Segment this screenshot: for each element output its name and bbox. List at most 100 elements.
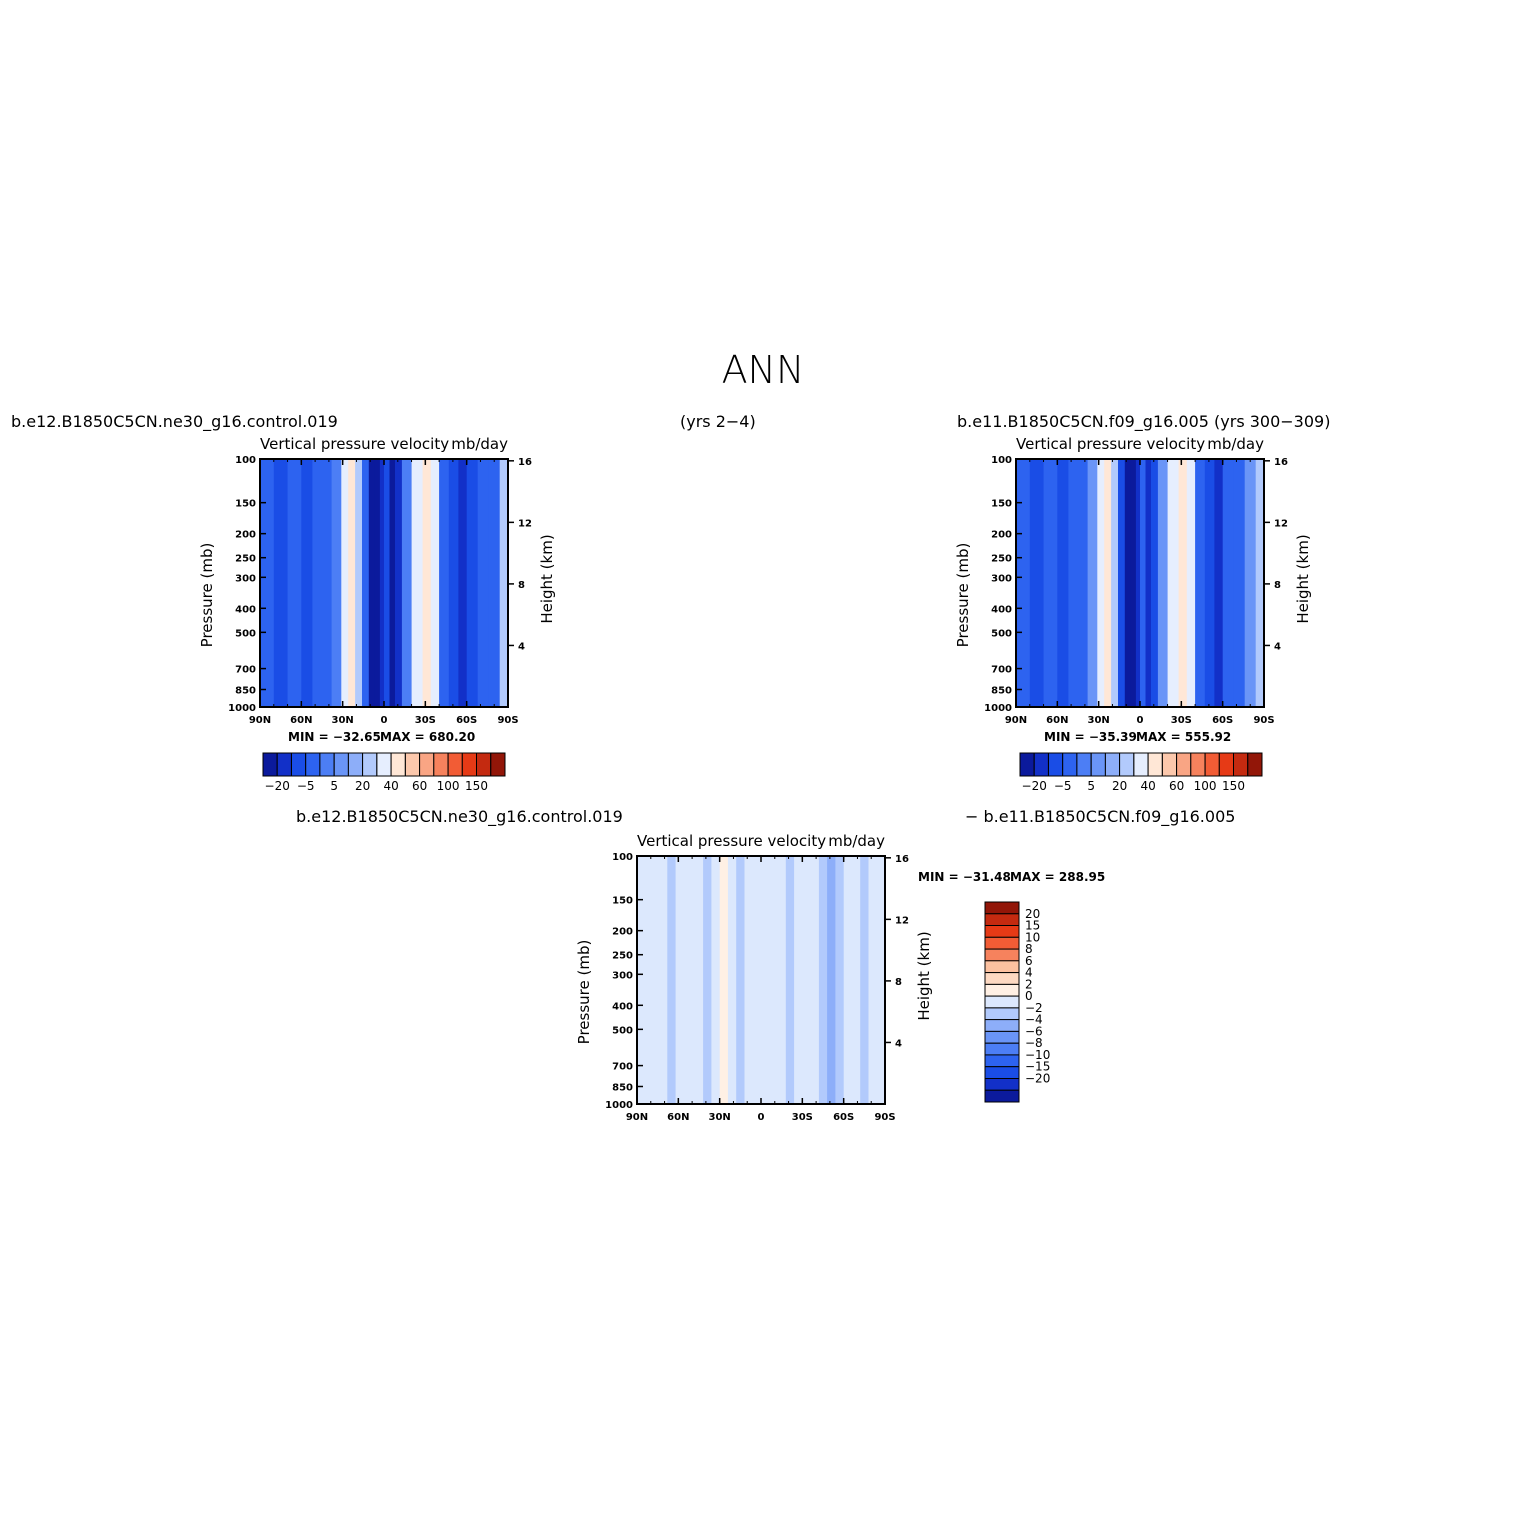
- field-column: [752, 856, 762, 1104]
- plot-title: Vertical pressure velocity: [260, 435, 449, 453]
- x-tick-label: 90S: [874, 1112, 895, 1123]
- x-tick-label: 90N: [249, 715, 271, 726]
- colorbar-box: [1161, 752, 1178, 777]
- y-tick-label: 500: [612, 1025, 633, 1036]
- right-axis-label: Height (km): [1294, 534, 1312, 623]
- colorbar-box: [262, 752, 278, 777]
- colorbar-label: 40: [383, 779, 398, 793]
- field-column: [785, 856, 795, 1104]
- y-tick-label: 400: [991, 604, 1012, 615]
- field-column: [794, 856, 803, 1104]
- max-label: MAX = 555.92: [1136, 730, 1231, 744]
- colorbar-box: [984, 1007, 1020, 1021]
- colorbar-box: [333, 752, 349, 777]
- right-tick-label: 4: [1274, 641, 1281, 652]
- y-tick-label: 1000: [228, 703, 256, 714]
- colorbar-label: −4: [1025, 1013, 1043, 1027]
- field-column: [711, 856, 721, 1104]
- field-column: [368, 459, 375, 707]
- colorbar-label: −5: [297, 779, 315, 793]
- colorbar-label: 60: [1169, 779, 1184, 793]
- colorbar-box: [984, 901, 1020, 915]
- colorbar-label: 2: [1025, 977, 1033, 991]
- colorbar-box: [984, 925, 1020, 938]
- y-tick-label: 850: [235, 685, 256, 696]
- colorbar-box: [1104, 752, 1121, 777]
- colorbar-box: [390, 752, 406, 777]
- field-column: [637, 856, 649, 1104]
- field-column: [810, 856, 820, 1104]
- colorbar-box: [1048, 752, 1064, 777]
- field-column: [657, 856, 668, 1104]
- field-column: [851, 856, 861, 1104]
- field-column: [835, 856, 845, 1104]
- field-column: [1111, 459, 1119, 707]
- plot-units: mb/day: [1207, 435, 1264, 453]
- field-column: [401, 459, 412, 707]
- colorbar-label: 10: [1025, 930, 1040, 944]
- colorbar-label: −8: [1025, 1036, 1043, 1050]
- colorbar-box: [490, 752, 506, 777]
- colorbar-label: −20: [1022, 779, 1047, 793]
- field-column: [703, 856, 712, 1104]
- field-columns: [637, 856, 886, 1104]
- field-column: [667, 856, 677, 1104]
- colorbar-box: [433, 752, 449, 777]
- field-column: [1233, 459, 1246, 707]
- colorbar: −20 −5 5 20 40 60 100 150: [1019, 752, 1263, 793]
- colorbar-box: [461, 752, 477, 777]
- x-tick-label: 0: [1137, 715, 1144, 726]
- field-column: [389, 459, 396, 707]
- y-tick-label: 300: [612, 970, 633, 981]
- field-column: [719, 856, 729, 1104]
- field-column: [1186, 459, 1196, 707]
- colorbar-box: [984, 1066, 1020, 1079]
- colorbar-label: 0: [1025, 989, 1033, 1003]
- field-column: [430, 459, 440, 707]
- field-column: [802, 856, 812, 1104]
- x-tick-label: 30S: [1171, 715, 1192, 726]
- colorbar-box: [476, 752, 492, 777]
- x-tick-label: 0: [381, 715, 388, 726]
- colorbar-box: [984, 1019, 1020, 1032]
- x-tick-label: 30N: [1088, 715, 1110, 726]
- x-tick-label: 60N: [667, 1112, 689, 1123]
- colorbar-box: [984, 995, 1020, 1009]
- x-tick-label: 60S: [1212, 715, 1233, 726]
- field-column: [448, 459, 459, 707]
- case1-label: b.e12.B1850C5CN.ne30_g16.control.019: [11, 412, 338, 432]
- field-column: [769, 856, 779, 1104]
- colorbar-label: −2: [1025, 1001, 1043, 1015]
- colorbar-label: 150: [1222, 779, 1245, 793]
- colorbar-box: [1233, 752, 1249, 777]
- field-column: [736, 856, 745, 1104]
- y-tick-label: 200: [235, 530, 256, 541]
- field-column: [1016, 459, 1031, 707]
- plot-title: Vertical pressure velocity: [1016, 435, 1205, 453]
- colorbar-label: 100: [437, 779, 460, 793]
- colorbar-box: [276, 752, 292, 777]
- colorbar-box: [1090, 752, 1106, 777]
- field-column: [1255, 459, 1265, 707]
- diff-label-left: b.e12.B1850C5CN.ne30_g16.control.019: [296, 807, 623, 827]
- min-label: MIN = −31.48: [918, 870, 1011, 884]
- field-column: [694, 856, 704, 1104]
- colorbar-label: −5: [1054, 779, 1072, 793]
- field-column: [1214, 459, 1224, 707]
- right-tick-label: 8: [895, 977, 902, 988]
- field-column: [379, 459, 385, 707]
- y-tick-label: 300: [991, 573, 1012, 584]
- y-tick-label: 1000: [984, 703, 1012, 714]
- right-tick-label: 12: [895, 915, 909, 926]
- plot-units: mb/day: [828, 832, 885, 850]
- field-column: [685, 856, 696, 1104]
- field-column: [374, 459, 381, 707]
- field-column: [341, 459, 349, 707]
- min-label: MIN = −35.39: [1044, 730, 1137, 744]
- y-tick-label: 850: [612, 1082, 633, 1093]
- field-column: [675, 856, 686, 1104]
- colorbar-label: 20: [355, 779, 370, 793]
- colorbar-box: [984, 960, 1020, 974]
